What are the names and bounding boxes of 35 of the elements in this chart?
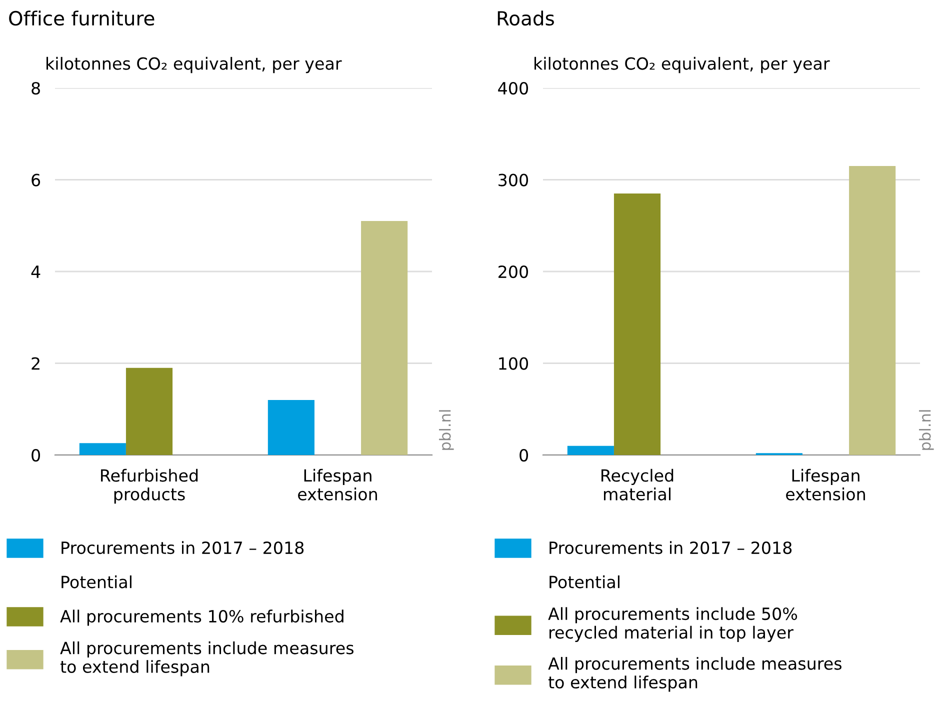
legend-label: Procurements in 2017 – 2018 <box>550 541 792 554</box>
y-tick-label: 300 <box>498 174 528 186</box>
bar <box>126 368 173 455</box>
bar <box>361 221 408 455</box>
bar <box>79 443 126 455</box>
chart-title: Roads <box>498 10 554 26</box>
y-tick-label: 200 <box>498 265 528 278</box>
y-axis-title: kilotonnes CO₂ equivalent, per year <box>46 56 342 74</box>
bar <box>567 446 614 455</box>
legend-label: All procurements include measures to extend lifespan <box>548 656 842 692</box>
legend-label: All procurements include 50% recycled material in top layer <box>548 607 798 642</box>
text: Potential <box>62 575 132 588</box>
y-tick-label: 0 <box>520 448 528 462</box>
y-tick-label: 6 <box>32 174 40 186</box>
y-tick-label: 8 <box>32 82 40 95</box>
text: pbl.nl <box>439 410 454 450</box>
x-tick-label: Refurbished products <box>101 468 198 504</box>
text: Potential <box>550 575 620 588</box>
y-axis-title: kilotonnes CO₂ equivalent, per year <box>534 56 830 74</box>
bar <box>268 400 314 455</box>
x-tick-label: Recycled material <box>602 468 674 500</box>
bar <box>849 166 896 455</box>
chart-title: Office furniture <box>9 10 154 26</box>
legend-label: Procurements in 2017 – 2018 <box>62 541 304 554</box>
y-tick-label: 2 <box>32 357 40 370</box>
bar <box>614 194 661 455</box>
x-tick-label: Lifespan extension <box>298 468 377 500</box>
legend-label: All procurements include measures to extend lifespan <box>60 641 354 676</box>
y-tick-label: 400 <box>498 82 528 95</box>
y-tick-label: 0 <box>32 448 40 462</box>
x-tick-label: Lifespan extension <box>786 468 865 500</box>
y-tick-label: 100 <box>499 357 528 370</box>
legend-label: All procurements 10% refurbished <box>60 610 344 626</box>
annotation: pbl.nl <box>919 410 934 450</box>
y-tick-label: 4 <box>31 266 40 278</box>
